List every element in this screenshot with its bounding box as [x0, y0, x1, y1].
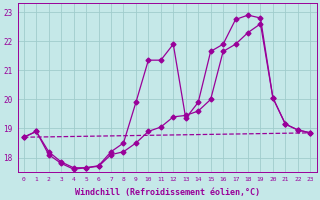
X-axis label: Windchill (Refroidissement éolien,°C): Windchill (Refroidissement éolien,°C) — [75, 188, 260, 197]
